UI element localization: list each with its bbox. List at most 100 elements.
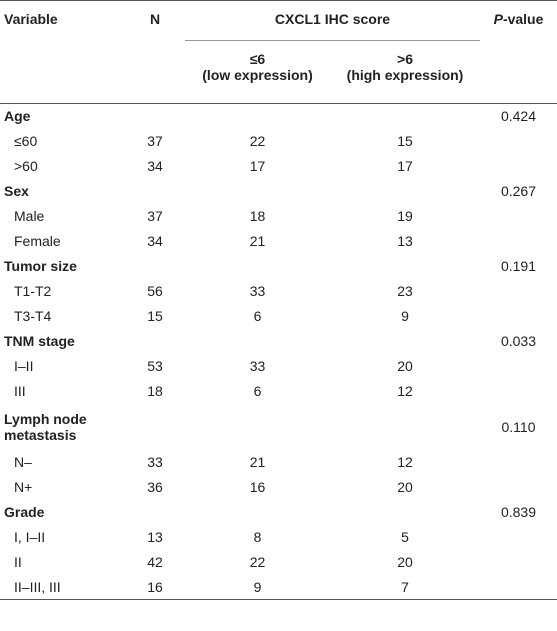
row-label: N+ — [14, 479, 33, 495]
empty-cell — [125, 179, 480, 204]
group-row: Tumor size 0.191 — [0, 254, 557, 279]
header-low: ≤6 (low expression) — [185, 41, 330, 104]
data-row: Female 34 21 13 — [0, 229, 557, 254]
row-label: III — [14, 383, 26, 399]
group-name: Sex — [4, 183, 29, 199]
row-label: I–II — [14, 358, 34, 374]
data-row: N+ 36 16 20 — [0, 475, 557, 500]
n-value: 16 — [147, 578, 163, 595]
high-value: 7 — [401, 578, 409, 595]
n-value: 53 — [147, 358, 163, 374]
data-row: >60 34 17 17 — [0, 154, 557, 179]
row-label: T3-T4 — [14, 308, 52, 324]
header-high: >6 (high expression) — [330, 41, 480, 104]
high-value: 20 — [397, 479, 413, 495]
group-name: Grade — [4, 504, 45, 520]
row-label: Female — [14, 233, 61, 249]
n-value: 15 — [147, 308, 163, 324]
empty-cell — [480, 450, 557, 475]
n-value: 36 — [147, 479, 163, 495]
high-value: 12 — [397, 454, 413, 470]
high-value: 23 — [397, 283, 413, 299]
p-italic: P — [493, 11, 503, 27]
empty-cell — [125, 329, 480, 354]
group-name: TNM stage — [4, 333, 75, 349]
low-value: 33 — [249, 358, 266, 374]
row-label: II–III, III — [14, 578, 61, 595]
empty-cell — [480, 475, 557, 500]
n-value: 34 — [147, 233, 163, 249]
n-value: 37 — [147, 208, 163, 224]
data-row: III 18 6 12 — [0, 379, 557, 404]
n-value: 42 — [147, 554, 163, 570]
group-row: Grade 0.839 — [0, 500, 557, 525]
high-symbol: >6 — [397, 51, 413, 67]
empty-cell — [125, 104, 480, 129]
empty-cell — [480, 304, 557, 329]
table-body: Age 0.424 ≤60 37 22 15 >60 34 17 17 Sex 0.267 Male 37… — [0, 104, 557, 600]
n-value: 18 — [147, 383, 163, 399]
empty-cell — [125, 500, 480, 525]
high-value: 20 — [397, 358, 413, 374]
low-label: (low expression) — [202, 67, 313, 83]
low-value: 21 — [249, 454, 266, 470]
high-value: 5 — [401, 529, 409, 545]
p-value: 0.267 — [500, 183, 537, 199]
high-value: 19 — [397, 208, 413, 224]
data-row: T3-T4 15 6 9 — [0, 304, 557, 329]
header-variable: Variable — [4, 11, 58, 27]
n-value: 33 — [147, 454, 163, 470]
high-value: 9 — [401, 308, 409, 324]
empty-cell — [480, 204, 557, 229]
high-value: 13 — [397, 233, 413, 249]
data-row: I–II 53 33 20 — [0, 354, 557, 379]
header-p: P-value — [480, 1, 557, 104]
table: Variable N CXCL1 IHC score P-value ≤6 (lo… — [0, 0, 557, 600]
p-value: 0.110 — [501, 418, 536, 435]
data-row: II–III, III 16 9 7 — [0, 575, 557, 600]
low-value: 33 — [249, 283, 266, 299]
row-label: I, I–II — [14, 529, 46, 545]
group-row: Age 0.424 — [0, 104, 557, 129]
low-symbol: ≤6 — [249, 51, 266, 67]
p-rest: -value — [502, 11, 544, 27]
empty-cell — [480, 354, 557, 379]
header-score: CXCL1 IHC score — [185, 0, 480, 41]
n-value: 37 — [147, 133, 163, 149]
p-value: 0.033 — [500, 333, 537, 349]
row-label: ≤60 — [14, 133, 38, 149]
row-label: Male — [14, 208, 45, 224]
low-value: 8 — [253, 529, 262, 545]
empty-cell — [480, 575, 557, 600]
group-row: TNM stage 0.033 — [0, 329, 557, 354]
group-name: Age — [4, 108, 31, 125]
table-header: Variable N CXCL1 IHC score P-value ≤6 (lo… — [0, 0, 557, 104]
high-label: (high expression) — [346, 67, 464, 83]
empty-cell — [480, 129, 557, 154]
p-value: 0.191 — [500, 258, 537, 274]
low-value: 22 — [249, 133, 266, 149]
empty-cell — [480, 379, 557, 404]
data-row: N– 33 21 12 — [0, 450, 557, 475]
row-label: N– — [14, 454, 32, 470]
low-value: 22 — [249, 554, 266, 570]
low-value: 6 — [253, 383, 262, 399]
data-row: II 42 22 20 — [0, 550, 557, 575]
data-row: I, I–II 13 8 5 — [0, 525, 557, 550]
low-value: 9 — [253, 578, 262, 595]
empty-cell — [480, 525, 557, 550]
low-value: 16 — [249, 479, 266, 495]
empty-cell — [480, 154, 557, 179]
header-n: N — [149, 11, 161, 27]
high-value: 12 — [397, 383, 413, 399]
low-value: 17 — [249, 158, 266, 174]
group-name: Lymph node metastasis — [4, 410, 87, 443]
empty-cell — [480, 229, 557, 254]
n-value: 56 — [147, 283, 163, 299]
low-value: 21 — [249, 233, 266, 249]
empty-cell — [480, 550, 557, 575]
p-value: 0.424 — [500, 108, 537, 125]
row-label: >60 — [14, 158, 38, 174]
empty-cell — [480, 279, 557, 304]
